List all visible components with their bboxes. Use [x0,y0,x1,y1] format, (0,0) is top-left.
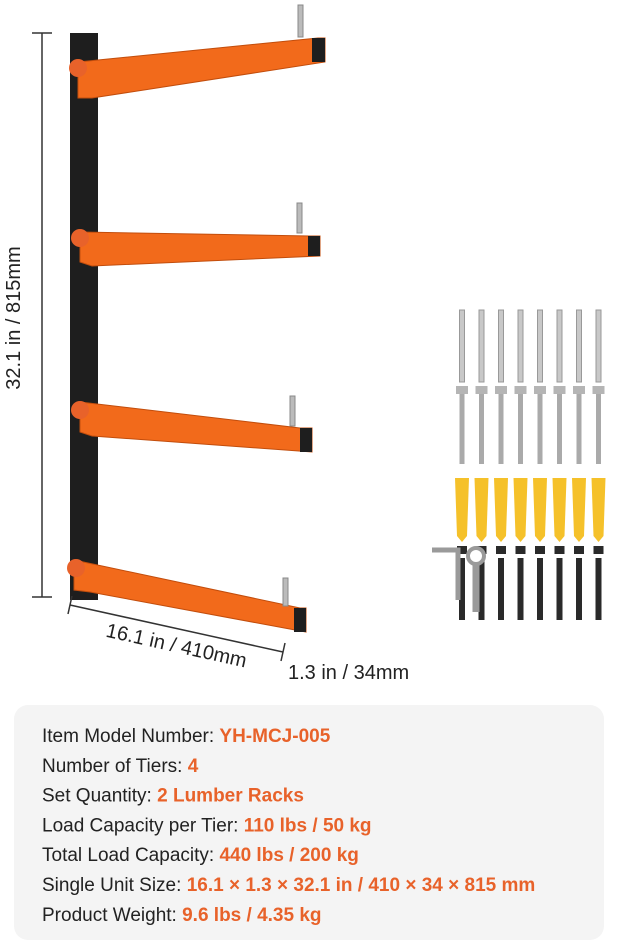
anchor [552,478,567,542]
pin [556,309,563,383]
pin [517,309,524,383]
screw-head [456,386,468,394]
anchor [572,478,586,542]
screw [537,394,543,464]
screw [459,394,465,464]
bolt [537,558,543,620]
rack [67,4,326,633]
bolt [556,558,563,620]
screw-head [495,386,507,394]
bolt [498,558,504,620]
spec-value: 4 [188,756,199,777]
spec-label: Total Load Capacity: [42,845,219,866]
spec-label: Number of Tiers: [42,756,188,777]
spec-line: Product Weight: 9.6 lbs / 4.35 kg [42,905,322,926]
height-dimension [32,32,52,598]
anchor [494,478,508,542]
bolt [595,558,602,620]
screw-head [592,386,605,394]
anchor [513,478,528,542]
nut [593,546,604,554]
pin [537,309,543,383]
screw [596,394,601,464]
spec-line: Load Capacity per Tier: 110 lbs / 50 kg [42,815,372,836]
spec-label: Item Model Number: [42,726,219,747]
spec-line: Item Model Number: YH-MCJ-005 [42,726,331,747]
length-dimension [67,595,286,662]
nut [574,546,584,554]
spec-value: YH-MCJ-005 [219,726,330,747]
spec-value: 440 lbs / 200 kg [219,845,358,866]
spec-list: Item Model Number: YH-MCJ-005 Number of T… [42,726,535,926]
screw-head [553,386,566,394]
spec-label: Load Capacity per Tier: [42,815,244,836]
bolt [517,558,524,620]
screw [518,394,523,464]
spec-line: Single Unit Size: 16.1 × 1.3 × 32.1 in /… [42,875,535,896]
width-label: 1.3 in / 34mm [288,662,409,684]
spec-label: Product Weight: [42,905,182,926]
pin [459,309,465,383]
spec-line: Set Quantity: 2 Lumber Racks [42,786,304,807]
tools [432,546,486,612]
nut [535,546,545,554]
hardware-kit [455,309,606,620]
pin [595,309,602,383]
spec-line: Total Load Capacity: 440 lbs / 200 kg [42,845,359,866]
anchor [591,478,606,542]
height-label: 32.1 in / 815mm [3,246,25,389]
screw-head [475,386,488,394]
spec-value: 110 lbs / 50 kg [244,815,372,836]
spec-value: 16.1 × 1.3 × 32.1 in / 410 × 34 × 815 mm [187,875,536,896]
screw-head [573,386,585,394]
screw [498,394,504,464]
bolt [576,558,582,620]
screw [557,394,562,464]
anchor [455,478,469,542]
anchor [474,478,489,542]
screw-head [514,386,527,394]
screw-head [534,386,546,394]
spec-value: 9.6 lbs / 4.35 kg [182,905,321,926]
spec-value: 2 Lumber Racks [157,786,304,807]
spec-line: Number of Tiers: 4 [42,756,199,777]
nut [554,546,565,554]
spec-card [14,705,604,940]
pin [576,309,582,383]
bolt [478,558,485,620]
pin [498,309,504,383]
bolt [459,558,465,620]
pin [478,309,485,383]
anchor [533,478,547,542]
nut [496,546,506,554]
spec-label: Set Quantity: [42,786,157,807]
nut [457,546,467,554]
spec-label: Single Unit Size: [42,875,187,896]
nut [515,546,526,554]
screw [576,394,582,464]
screw [479,394,484,464]
